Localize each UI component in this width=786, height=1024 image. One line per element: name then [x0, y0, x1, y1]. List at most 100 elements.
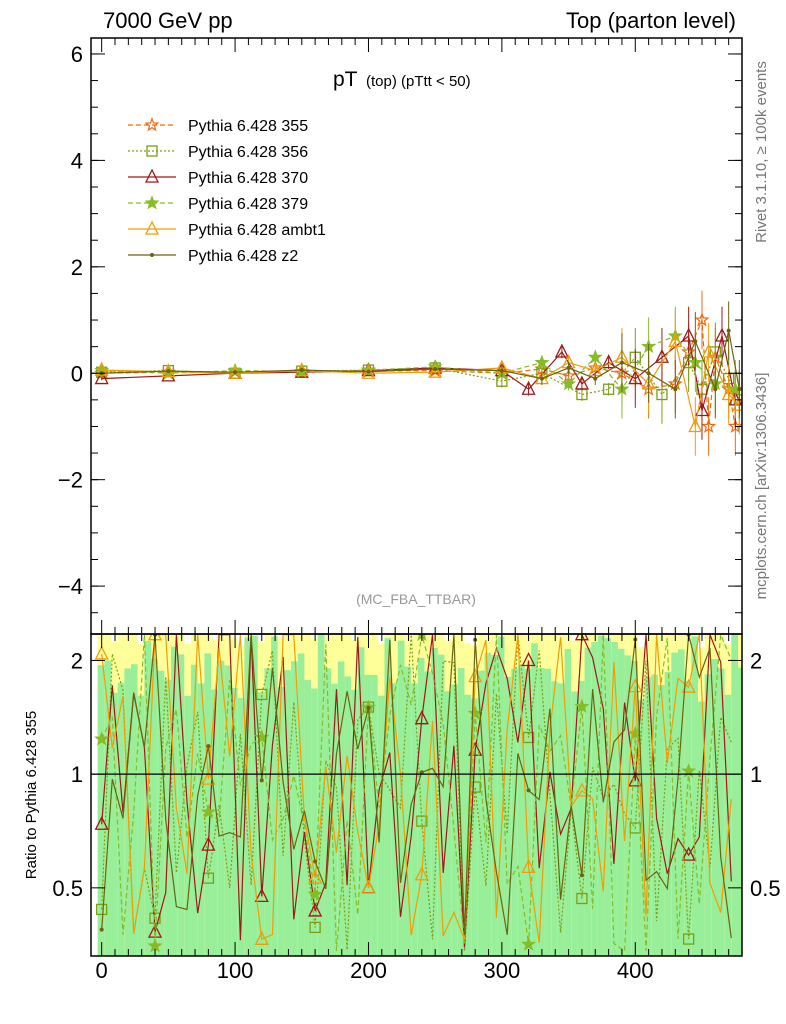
ratio-plot-frame [90, 633, 743, 957]
upper-data-point [693, 339, 698, 344]
upper-series-line [101, 350, 740, 401]
x-tick-label: 300 [484, 958, 521, 983]
ratio-band-green [411, 683, 418, 956]
ratio-data-point [96, 903, 108, 916]
ratio-data-point [99, 927, 104, 932]
ratio-data-point [309, 921, 321, 934]
header-process-label: Top (parton level) [566, 8, 736, 33]
legend-marker [144, 220, 160, 235]
ratio-band-green [671, 652, 678, 956]
upper-series-line [101, 319, 736, 427]
ratio-data-point [419, 770, 424, 775]
ratio-band-green [537, 667, 545, 956]
upper-data-point [499, 368, 504, 373]
legend-entry: Pythia 6.428 356 [128, 144, 308, 161]
ratio-band-green [364, 674, 372, 956]
upper-data-point [428, 363, 443, 378]
ratio-data-point [628, 772, 643, 787]
ratio-data-point [526, 788, 531, 793]
ratio-data-point [414, 710, 429, 725]
ratio-data-point [628, 678, 643, 693]
ratio-band-green [271, 636, 278, 956]
legend-entry: Pythia 6.428 ambt1 [128, 220, 326, 239]
legend-marker [150, 253, 154, 257]
ratio-band-green [497, 636, 505, 956]
upper-series-line [101, 334, 736, 411]
upper-data-point [433, 366, 438, 371]
ratio-y-tick-label: 2 [71, 648, 83, 673]
upper-data-point [521, 380, 536, 395]
upper-y-tick-label: 6 [71, 42, 83, 67]
ratio-band-green [591, 642, 598, 956]
upper-data-point [233, 370, 238, 375]
upper-series-2 [94, 306, 742, 440]
upper-data-point [619, 360, 624, 365]
ratio-band-green [697, 701, 705, 956]
ratio-band-green [104, 660, 112, 956]
upper-data-point [673, 387, 678, 392]
ratio-band-green [631, 660, 638, 956]
upper-data-point [737, 387, 742, 392]
upper-data-point [366, 369, 371, 374]
ratio-band-green [524, 668, 532, 956]
ratio-band-green [384, 638, 392, 956]
ratio-band-green [471, 698, 478, 956]
ratio-band-green [291, 661, 298, 956]
upper-data-point [694, 312, 710, 327]
ratio-data-point [94, 731, 110, 746]
ratio-band-green [151, 658, 158, 956]
ratio-band-green [311, 688, 318, 956]
x-tick-label: 100 [217, 958, 254, 983]
legend-marker [144, 168, 160, 183]
upper-data-point [646, 371, 651, 376]
ratio-band-green [724, 694, 732, 956]
legend: Pythia 6.428 355 Pythia 6.428 356 Pythia 6… [128, 117, 326, 265]
upper-data-point [602, 383, 615, 395]
ratio-data-point [200, 804, 216, 819]
ratio-band-green [417, 657, 425, 956]
ratio-band-green [617, 648, 625, 956]
rivet-info-label: Rivet 3.1.10, ≥ 100k events [753, 61, 770, 243]
ratio-band-green [531, 643, 538, 956]
ratio-uncertainty-bands [97, 634, 742, 956]
ratio-band-green [344, 676, 352, 956]
ratio-band-green [157, 670, 165, 956]
ratio-band-green [211, 689, 218, 956]
upper-data-point [539, 376, 544, 381]
upper-data-point [726, 328, 731, 333]
ratio-band-green [404, 666, 412, 956]
ratio-data-point [574, 698, 590, 713]
ratio-data-point [147, 938, 163, 953]
upper-series-group [94, 290, 742, 456]
upper-data-point [681, 327, 696, 342]
ratio-band-green [304, 680, 312, 956]
upper-data-point [713, 387, 718, 392]
upper-y-tick-label: −2 [58, 468, 83, 493]
ratio-data-point [201, 836, 216, 851]
ratio-band-green [624, 655, 632, 956]
ratio-band-green [557, 683, 565, 956]
ratio-band-green [437, 654, 445, 956]
legend-label: Pythia 6.428 356 [188, 144, 308, 161]
upper-data-point [94, 370, 109, 385]
ratio-band-green [431, 648, 438, 956]
legend-marker [144, 117, 160, 132]
upper-data-point [361, 364, 376, 379]
ratio-band-green [117, 682, 125, 956]
ratio-data-point [307, 886, 323, 901]
legend-label: Pythia 6.428 355 [188, 118, 308, 135]
ratio-band-green [691, 636, 698, 956]
ratio-band-green [197, 683, 205, 956]
ratio-band-green [457, 667, 465, 956]
ratio-band-green [191, 664, 198, 956]
ratio-data-point [579, 873, 584, 878]
ratio-data-point [361, 879, 376, 894]
ratio-band-green [577, 680, 585, 956]
chart-title-sub: (top) (pTtt < 50) [366, 73, 471, 90]
ratio-band-green [377, 695, 385, 956]
x-tick-label: 0 [96, 958, 108, 983]
legend-entry: Pythia 6.428 379 [128, 195, 308, 213]
ratio-data-point [682, 933, 695, 945]
ratio-y-tick-label: 1 [71, 762, 83, 787]
